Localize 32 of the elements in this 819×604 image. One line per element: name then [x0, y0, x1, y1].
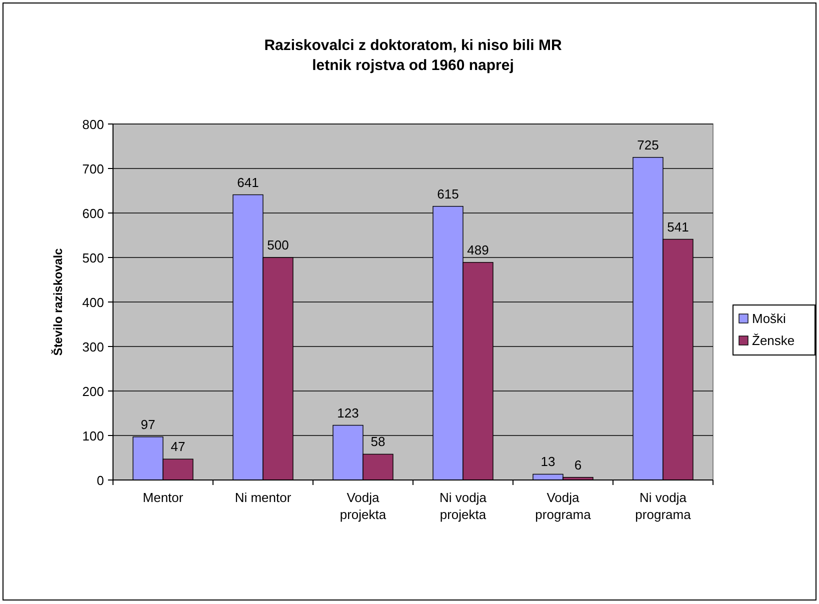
- y-tick-label: 200: [82, 384, 104, 399]
- y-tick-label: 800: [82, 117, 104, 132]
- x-tick-label: Ni vodja programa: [635, 490, 692, 522]
- y-tick-label: 300: [82, 340, 104, 354]
- data-label: 13: [540, 454, 556, 470]
- x-tick-label: Vodja programa: [535, 490, 592, 522]
- y-tick-label: 100: [82, 428, 104, 444]
- data-label: 615: [437, 186, 459, 202]
- data-label: 500: [267, 238, 289, 252]
- y-tick-label: 500: [82, 250, 104, 266]
- data-label: 123: [337, 405, 359, 420]
- data-label: 641: [237, 174, 259, 190]
- x-tick-label: Vodja projekta: [340, 490, 387, 522]
- legend-label: Moški: [752, 311, 786, 326]
- y-tick-label: 600: [82, 206, 104, 221]
- y-tick-label: 0: [96, 473, 104, 488]
- y-tick-label: 400: [82, 295, 104, 310]
- data-label: 47: [170, 439, 186, 454]
- data-label: 489: [467, 242, 489, 258]
- chart-title: Raziskovalci z doktoratom, ki niso bili MR: [264, 37, 562, 54]
- y-tick-label: 700: [82, 162, 104, 176]
- y-axis-title: Število raziskovalc: [51, 248, 65, 356]
- chart-subtitle: letnik rojstva od 1960 naprej: [312, 57, 514, 74]
- x-tick-label: Ni vodja projekta: [440, 490, 488, 522]
- data-label: 725: [637, 137, 659, 152]
- x-tick-label: Mentor: [142, 490, 184, 505]
- x-tick-label: Ni mentor: [234, 490, 292, 505]
- data-label: 6: [574, 457, 582, 472]
- data-label: 541: [667, 219, 689, 234]
- legend-label: Ženske: [752, 333, 795, 348]
- data-label: 58: [370, 434, 386, 450]
- data-label: 97: [140, 416, 156, 432]
